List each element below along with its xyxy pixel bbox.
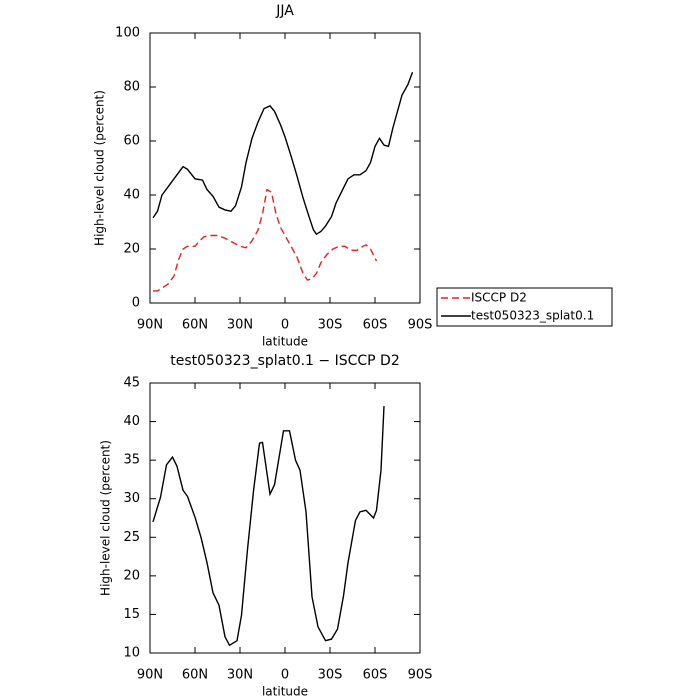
y-tick-label: 20: [123, 242, 140, 257]
plot-frame: [149, 32, 421, 304]
x-tick-label: 30S: [318, 668, 343, 683]
x-tick-label: 60N: [182, 318, 208, 333]
series-line: [152, 71, 414, 236]
y-tick-label: 100: [115, 26, 140, 41]
y-tick-label: 80: [123, 80, 140, 95]
series-line: [153, 188, 378, 292]
plot-frame: [149, 382, 421, 654]
x-tick-label: 30N: [227, 668, 253, 683]
y-tick-label: 60: [123, 134, 140, 149]
y-tick-label: 30: [123, 491, 140, 506]
y-tick-label: 40: [123, 188, 140, 203]
x-tick-label: 30S: [318, 318, 343, 333]
series-line: [152, 406, 385, 647]
x-tick-label: 60N: [182, 668, 208, 683]
legend-label: ISCCP D2: [471, 291, 527, 305]
y-axis-label: High-level cloud (percent): [93, 90, 107, 246]
x-tick-label: 60S: [363, 318, 388, 333]
chart-title: JJA: [275, 3, 294, 19]
legend-box: [436, 287, 613, 327]
legend-label: test050323_splat0.1: [471, 309, 594, 323]
x-tick-label: 0: [281, 318, 289, 333]
x-tick-label: 30N: [227, 318, 253, 333]
x-axis-label: latitude: [262, 685, 308, 699]
y-axis-label: High-level cloud (percent): [99, 440, 113, 596]
x-tick-label: 0: [281, 668, 289, 683]
y-tick-label: 0: [132, 296, 140, 311]
y-tick-label: 15: [123, 607, 140, 622]
y-tick-label: 45: [123, 376, 140, 391]
x-tick-label: 90N: [137, 668, 163, 683]
y-tick-label: 35: [123, 453, 140, 468]
y-tick-label: 20: [123, 568, 140, 583]
x-axis-label: latitude: [262, 335, 308, 349]
x-tick-label: 60S: [363, 668, 388, 683]
x-tick-label: 90N: [137, 318, 163, 333]
y-tick-label: 25: [123, 530, 140, 545]
y-tick-label: 40: [123, 414, 140, 429]
x-tick-label: 90S: [408, 318, 433, 333]
chart-title: test050323_splat0.1 − ISCCP D2: [170, 353, 400, 369]
y-tick-label: 10: [123, 646, 140, 661]
x-tick-label: 90S: [408, 668, 433, 683]
